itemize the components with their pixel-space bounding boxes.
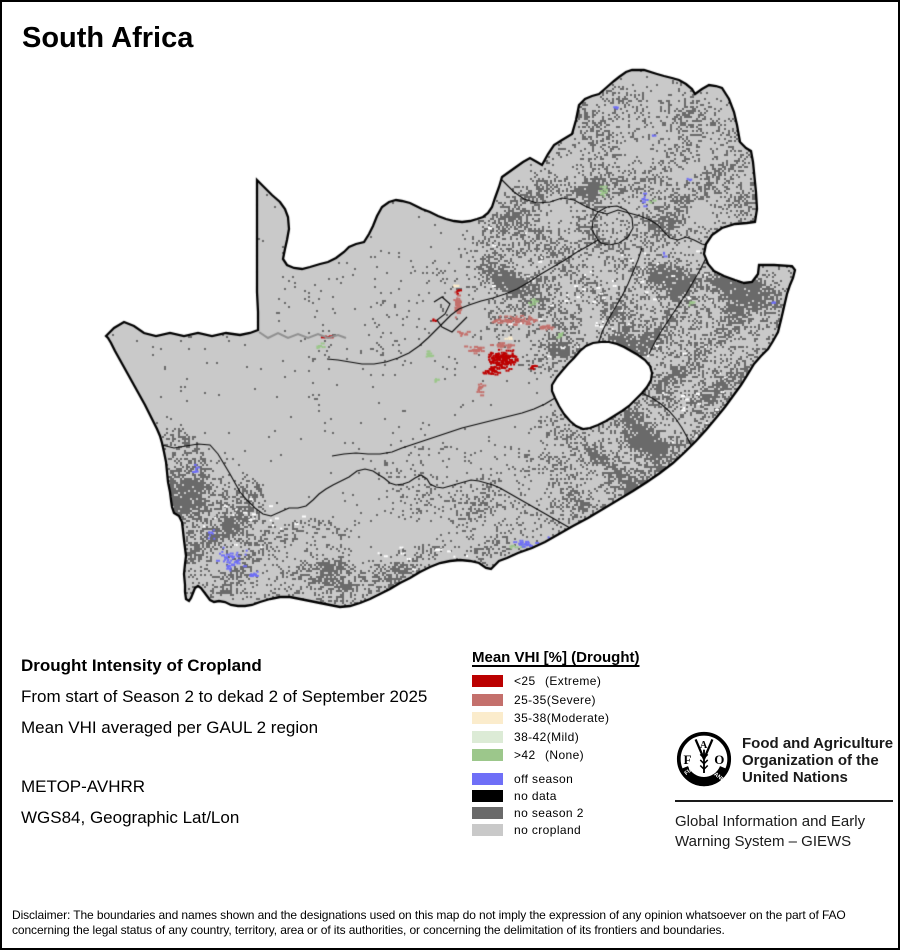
giews-line: Warning System – GIEWS (675, 833, 852, 850)
fao-logo-wheat (694, 738, 714, 773)
map-subject-heading: Drought Intensity of Cropland (21, 656, 262, 675)
legend-label: (Mild) (546, 729, 580, 744)
legend-swatch (472, 675, 503, 687)
legend-swatch (472, 730, 503, 743)
legend-label: no season 2 (514, 806, 584, 820)
legend-class-row: 38-42 (Mild) (472, 729, 692, 744)
legend-label: (Severe) (546, 692, 596, 707)
fao-name-line: United Nations (742, 769, 848, 786)
legend-label: no data (514, 789, 557, 803)
fao-name-line: Food and Agriculture (742, 735, 894, 752)
legend-class-row: >42 (None) (472, 748, 692, 762)
legend-swatch (472, 773, 503, 785)
legend-class-row: 35-38 (Moderate) (472, 711, 692, 725)
map-aggregation-text: Mean VHI averaged per GAUL 2 region (21, 718, 319, 737)
legend-range: 35-38 (514, 711, 547, 725)
legend-swatch (472, 712, 503, 724)
legend-classes: <25 (Extreme) 25-35 (Severe) 35-38 (Moderate)… (472, 674, 692, 762)
legend-label: (Moderate) (546, 711, 610, 725)
legend-title: Mean VHI [%] (Drought) (472, 649, 640, 666)
fao-logo: F O A FIAT PANIS (676, 731, 732, 787)
legend-label: (None) (545, 748, 585, 762)
fao-logo-letter-f: F (683, 752, 691, 767)
disclaimer: Disclaimer: The boundaries and names sho… (12, 908, 897, 938)
fao-name: Food and Agriculture Organization of the… (742, 735, 893, 786)
fao-logo-letter-a: A (700, 740, 708, 751)
projection-text: WGS84, Geographic Lat/Lon (21, 808, 240, 827)
legend-range: <25 (514, 674, 536, 688)
sensor-text: METOP-AVHRR (21, 777, 146, 796)
legend-swatch (472, 693, 503, 706)
legend-label: (Extreme) (545, 674, 602, 688)
legend-swatch (472, 824, 503, 836)
map-period-text: From start of Season 2 to dekad 2 of Sep… (21, 687, 428, 706)
legend-class-row: 25-35 (Severe) (472, 692, 692, 707)
legend: Mean VHI [%] (Drought) <25 (Extreme) 25-35… (472, 649, 692, 841)
fao-logo-letter-o: O (714, 752, 724, 767)
legend-extra-row: no data (472, 789, 692, 803)
legend-extra-row: off season (472, 772, 692, 786)
fao-logo-band (679, 765, 729, 787)
legend-extra-row: no season 2 (472, 806, 692, 820)
legend-extras: off season no data no season 2 no cropland (472, 772, 692, 837)
giews-name: Global Information and Early Warning Sys… (675, 812, 865, 852)
legend-swatch (472, 749, 503, 761)
legend-range: >42 (514, 748, 536, 762)
legend-swatch (472, 790, 503, 802)
fao-name-line: Organization of the (742, 752, 879, 769)
disclaimer-line: concerning the legal status of any count… (12, 923, 725, 937)
legend-extra-row: no cropland (472, 823, 692, 837)
page-title: South Africa (22, 22, 194, 54)
legend-range: 38-42 (514, 729, 547, 744)
legend-label: off season (514, 772, 574, 786)
legend-label: no cropland (514, 823, 582, 837)
giews-line: Global Information and Early (675, 813, 866, 830)
legend-class-row: <25 (Extreme) (472, 674, 692, 688)
legend-swatch (472, 807, 503, 819)
disclaimer-line: Disclaimer: The boundaries and names sho… (12, 908, 846, 922)
fao-divider (675, 800, 893, 802)
legend-range: 25-35 (514, 692, 547, 707)
